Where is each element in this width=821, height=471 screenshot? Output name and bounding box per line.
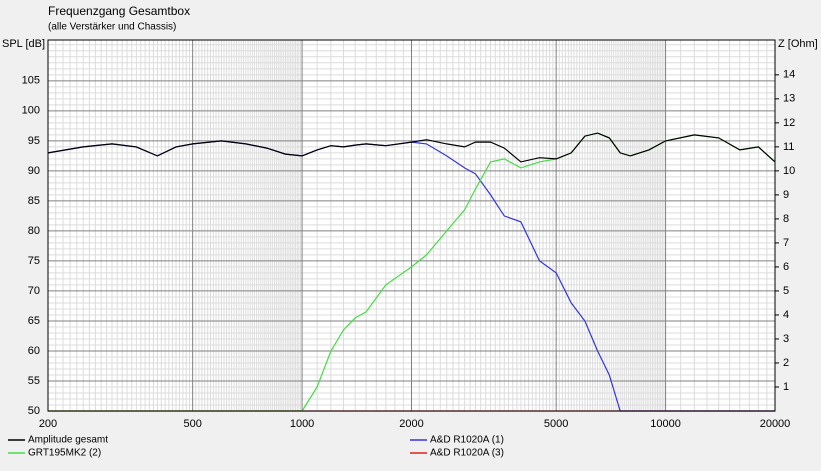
x-tick-label: 200: [39, 418, 57, 430]
y-tick-label: 90: [28, 165, 40, 177]
y2-tick-label: 2: [783, 357, 789, 369]
legend-label: A&D R1020A (1): [430, 435, 504, 446]
y-tick-label: 100: [22, 105, 40, 117]
legend-label: A&D R1020A (3): [430, 448, 504, 459]
y2-tick-label: 4: [783, 309, 789, 321]
x-tick-label: 5000: [544, 418, 568, 430]
x-tick-label: 10000: [650, 418, 681, 430]
y-axis-label: SPL [dB]: [2, 38, 45, 50]
y2-tick-label: 3: [783, 333, 789, 345]
y2-tick-label: 7: [783, 237, 789, 249]
y2-tick-label: 8: [783, 213, 789, 225]
y2-tick-label: 1: [783, 381, 789, 393]
grid: [47, 40, 776, 412]
y2-tick-label: 6: [783, 261, 789, 273]
y-tick-label: 105: [22, 75, 40, 87]
y2-tick-label: 9: [783, 189, 789, 201]
y-tick-label: 65: [28, 315, 40, 327]
y-tick-label: 95: [28, 135, 40, 147]
series-line: [47, 132, 776, 163]
y-tick-label: 80: [28, 225, 40, 237]
chart-title: Frequenzgang Gesamtbox: [48, 4, 190, 18]
y2-tick-label: 14: [783, 69, 795, 81]
y2-tick-label: 10: [783, 165, 795, 177]
y2-tick-label: 11: [783, 141, 794, 153]
y-tick-label: 60: [28, 345, 40, 357]
legend-label: GRT195MK2 (2): [28, 448, 101, 459]
y-tick-label: 55: [28, 375, 40, 387]
y-tick-label: 70: [28, 285, 40, 297]
chart-subtitle: (alle Verstärker und Chassis): [48, 22, 176, 33]
legend-label: Amplitude gesamt: [28, 435, 108, 446]
x-tick-label: 20000: [760, 418, 791, 430]
legend: Amplitude gesamt A&D R1020A (1) GRT195MK2 …: [8, 435, 504, 459]
y-tick-label: 75: [28, 255, 40, 267]
plot-frame: [47, 39, 776, 412]
y2-tick-label: 5: [783, 285, 789, 297]
y2-tick-label: 13: [783, 93, 795, 105]
x-tick-label: 500: [183, 418, 201, 430]
x-tick-label: 1000: [290, 418, 314, 430]
y-tick-label: 50: [28, 405, 40, 417]
y2-tick-label: 12: [783, 117, 795, 129]
y-tick-label: 85: [28, 195, 40, 207]
x-tick-label: 2000: [399, 418, 423, 430]
y2-axis-label: Z [Ohm]: [778, 38, 818, 50]
